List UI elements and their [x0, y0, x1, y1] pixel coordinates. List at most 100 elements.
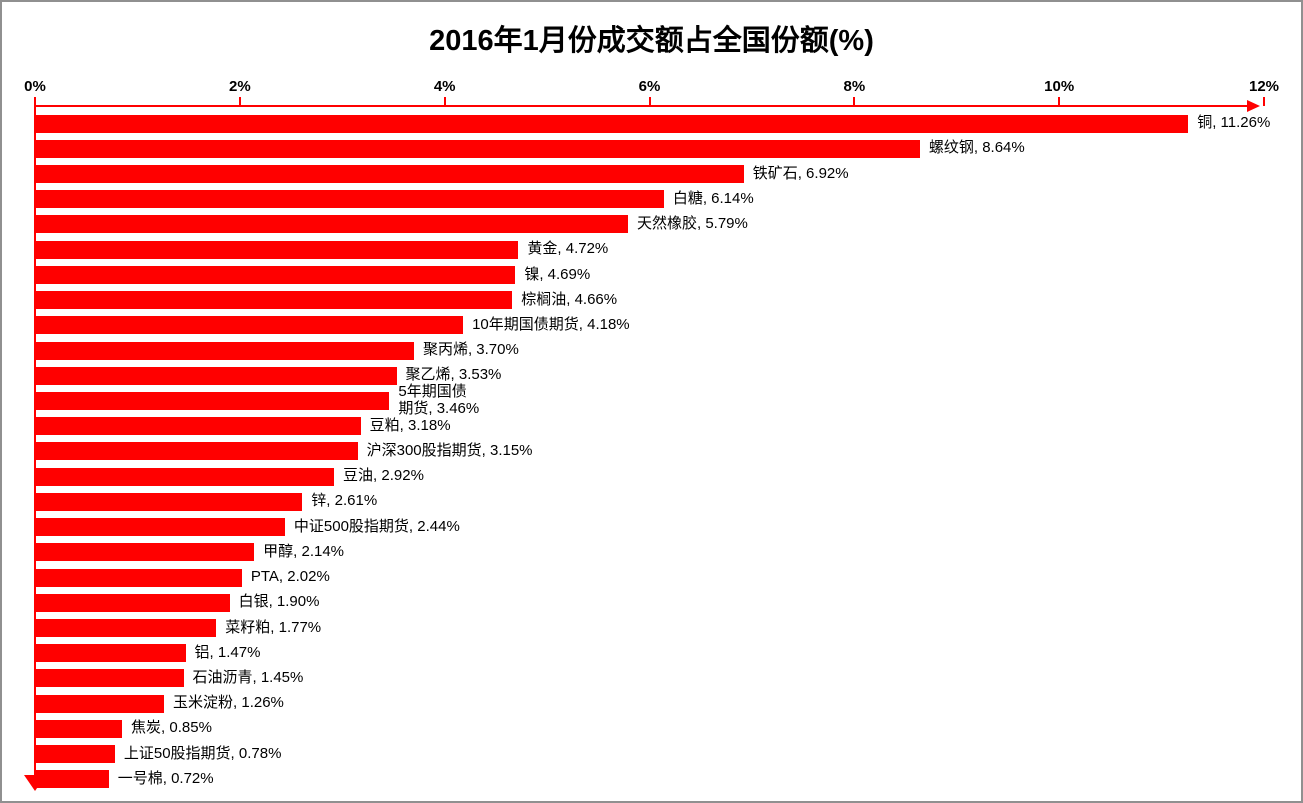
bar-label: 聚乙烯, 3.53% [405, 366, 502, 384]
bar-label: 豆油, 2.92% [343, 467, 424, 485]
bar [35, 644, 186, 663]
bar [35, 240, 519, 259]
bar-label: 上证50股指期货, 0.78% [123, 744, 282, 762]
bar [35, 114, 1189, 133]
bar [35, 467, 335, 486]
bar-row: 白糖, 6.14% [35, 187, 1264, 212]
bar [35, 392, 390, 411]
x-axis-tick-labels: 0% 2% 4% 6% 8% 10% 12% [24, 78, 1279, 98]
x-axis-tick-mark [648, 97, 651, 106]
bar-label: 中证500股指期货, 2.44% [293, 517, 460, 535]
bar [35, 770, 109, 789]
bar-label: 豆粕, 3.18% [369, 416, 451, 434]
bar-label: 沪深300股指期货, 3.15% [366, 442, 533, 460]
x-axis-tick-label: 4% [433, 78, 456, 95]
bar-label: 螺纹钢, 8.64% [928, 139, 1025, 157]
bar-row: 白银, 1.90% [35, 590, 1264, 615]
bar-row: 天然橡胶, 5.79% [35, 212, 1264, 237]
bar [35, 593, 230, 612]
x-axis-tick-marks [34, 97, 1265, 106]
bar-label: 铁矿石, 6.92% [752, 164, 849, 182]
bar-label: 白银, 1.90% [238, 593, 320, 611]
bar-label: 白糖, 6.14% [672, 189, 754, 207]
bar-row: 玉米淀粉, 1.26% [35, 691, 1264, 716]
x-axis-tick-label: 12% [1248, 78, 1280, 95]
bar-row: 石油沥青, 1.45% [35, 666, 1264, 691]
bar [35, 442, 358, 461]
bar [35, 291, 513, 310]
bar-label: 黄金, 4.72% [527, 240, 609, 258]
bar-label: 石油沥青, 1.45% [192, 669, 304, 687]
x-axis-line [35, 100, 1260, 112]
bar-row: 黄金, 4.72% [35, 237, 1264, 262]
x-axis-tick-mark [238, 97, 241, 106]
bar-row: 聚乙烯, 3.53% [35, 363, 1264, 388]
bar-row: 豆油, 2.92% [35, 464, 1264, 489]
bar-row: 锌, 2.61% [35, 489, 1264, 514]
bar-row: 螺纹钢, 8.64% [35, 136, 1264, 161]
bar-label: 焦炭, 0.85% [131, 719, 212, 737]
x-axis-tick-label: 0% [24, 78, 46, 95]
bar-row: 沪深300股指期货, 3.15% [35, 439, 1264, 464]
bar [35, 265, 516, 284]
bar [35, 669, 184, 688]
x-axis-tick-label: 2% [228, 78, 251, 95]
bar [35, 543, 255, 562]
x-axis-tick-label: 6% [638, 78, 661, 95]
bar-row: 10年期国债期货, 4.18% [35, 313, 1264, 338]
bar [35, 618, 217, 637]
bar-row: 铝, 1.47% [35, 641, 1264, 666]
bar-label: 铝, 1.47% [194, 643, 261, 661]
bar [35, 518, 285, 537]
bar-label: 镍, 4.69% [524, 265, 591, 283]
bar-label: 10年期国债期货, 4.18% [472, 315, 630, 333]
bar [35, 492, 303, 511]
bar-row: PTA, 2.02% [35, 565, 1264, 590]
bar-label: 铜, 11.26% [1197, 114, 1271, 132]
x-axis-tick-label: 10% [1044, 78, 1075, 95]
bar [35, 316, 464, 335]
bar [35, 165, 744, 184]
x-axis-tick-mark [443, 97, 446, 106]
bar-label: 聚丙烯, 3.70% [422, 341, 519, 359]
bar [35, 694, 165, 713]
bar-row: 甲醇, 2.14% [35, 540, 1264, 565]
bar-label: 玉米淀粉, 1.26% [173, 694, 284, 712]
bar-row: 铜, 11.26% [35, 111, 1270, 136]
bar-label: 天然橡胶, 5.79% [636, 215, 748, 233]
x-axis-tick-mark [853, 97, 856, 106]
x-axis-tick-mark [1058, 97, 1061, 106]
bar-row: 聚丙烯, 3.70% [35, 338, 1264, 363]
bar-row: 菜籽粕, 1.77% [35, 615, 1264, 640]
bar-row: 一号棉, 0.72% [35, 767, 1264, 792]
bar-label: 菜籽粕, 1.77% [225, 618, 322, 636]
bar [35, 745, 115, 764]
bar [35, 366, 397, 385]
bar-row: 中证500股指期货, 2.44% [35, 515, 1264, 540]
x-axis-arrow-icon [1247, 100, 1260, 112]
x-axis-tick-label: 8% [843, 78, 866, 95]
bar [35, 341, 414, 360]
x-axis-tick-mark [1263, 97, 1265, 106]
bar-label: PTA, 2.02% [250, 568, 330, 586]
bar-row: 棕榈油, 4.66% [35, 288, 1264, 313]
bar-label: 一号棉, 0.72% [117, 769, 214, 787]
x-axis-tick-mark [34, 97, 36, 106]
bar-row: 5年期国债 期货, 3.46% [35, 383, 1264, 417]
bar-label: 棕榈油, 4.66% [521, 290, 618, 308]
bar-label: 5年期国债 期货, 3.46% [398, 383, 480, 418]
bar [35, 417, 361, 436]
bar-row: 上证50股指期货, 0.78% [35, 741, 1264, 766]
bar-label: 锌, 2.61% [311, 492, 378, 510]
bar-row: 豆粕, 3.18% [35, 414, 1264, 439]
chart-title: 2016年1月份成交额占全国份额(%) [429, 25, 874, 57]
bar-row: 镍, 4.69% [35, 262, 1264, 287]
plot-area: 铜, 11.26% 螺纹钢, 8.64% 铁矿石, 6.92% 白糖, 6.14% 天然… [35, 111, 1270, 792]
bar [35, 568, 242, 587]
bar [35, 215, 628, 234]
bar-row: 焦炭, 0.85% [35, 716, 1264, 741]
bar-row: 铁矿石, 6.92% [35, 161, 1264, 186]
bar [35, 719, 123, 738]
bar [35, 190, 664, 209]
